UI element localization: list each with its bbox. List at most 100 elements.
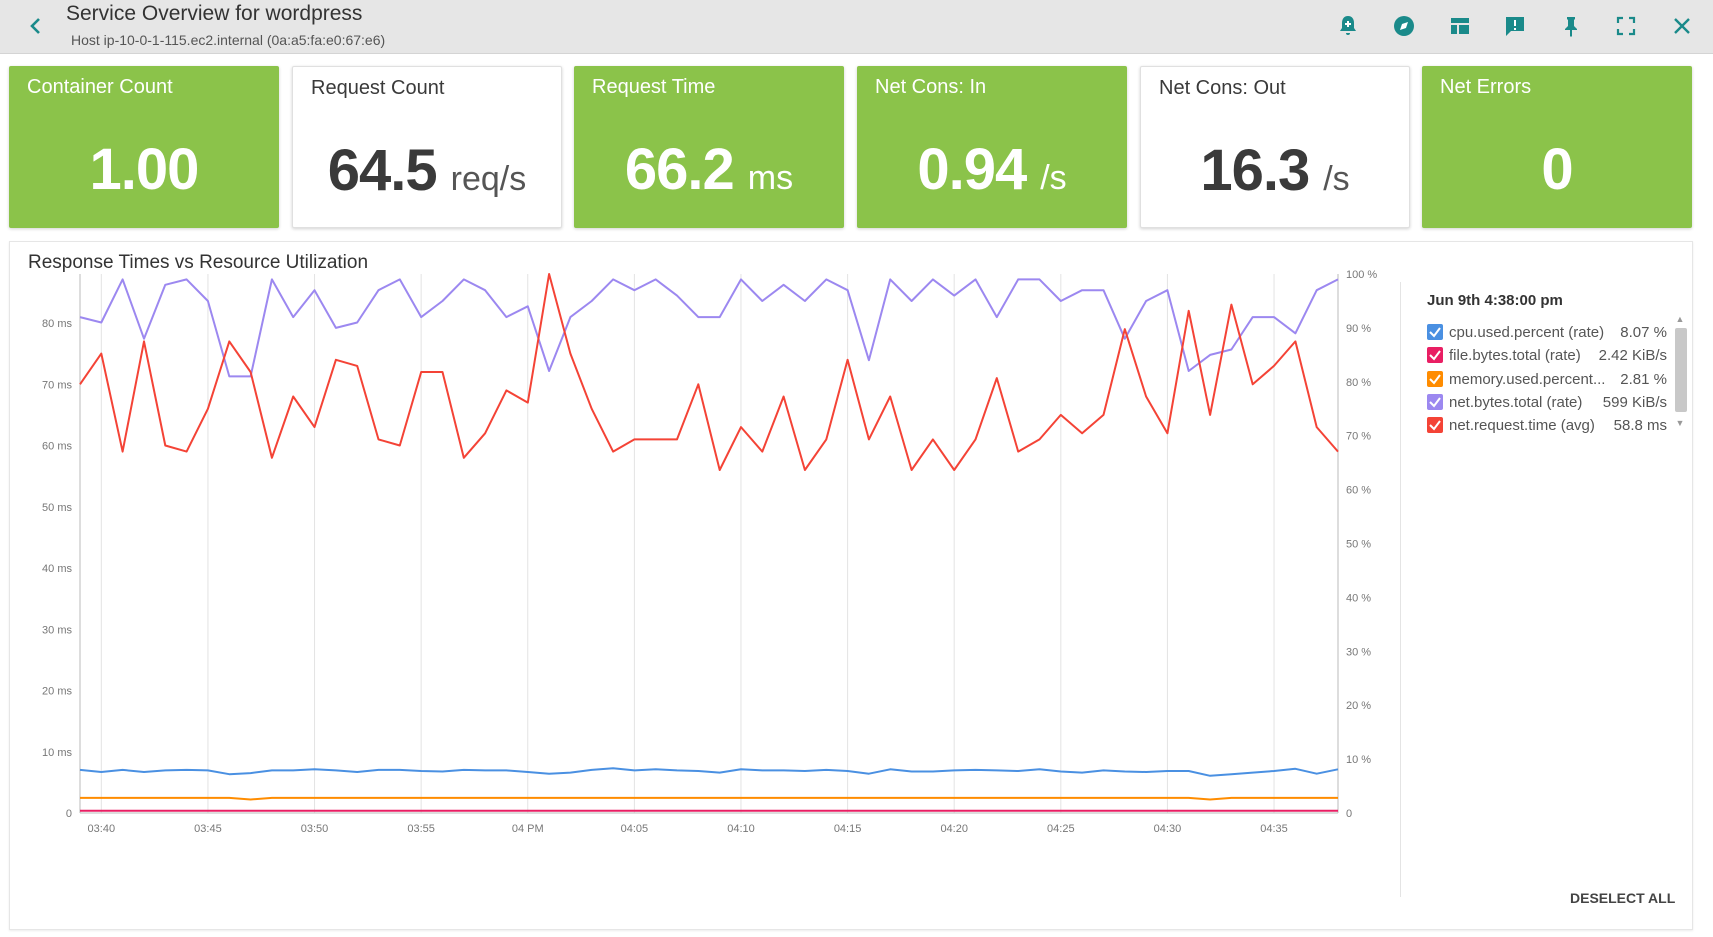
tile-label: Net Cons: In xyxy=(875,76,987,98)
tile-net-cons-in[interactable]: Net Cons: In 0.94/s xyxy=(857,66,1127,228)
tile-unit: /s xyxy=(1323,160,1350,198)
checkbox-icon[interactable] xyxy=(1427,324,1443,340)
x-tick-label: 04:35 xyxy=(1260,823,1288,835)
line-chart[interactable]: 03:40 03:45 03:50 03:55 04 PM 04:05 04:10 04:15… xyxy=(10,242,1410,931)
tile-value: 1.00 xyxy=(89,137,200,202)
tile-value: 66.2 xyxy=(624,137,735,202)
legend-item-request-time[interactable]: net.request.time (avg) 58.8 ms xyxy=(1427,415,1667,437)
x-tick-label: 04:05 xyxy=(621,823,649,835)
legend-series-value: 58.8 ms xyxy=(1613,417,1667,434)
legend-series-name: file.bytes.total (rate) xyxy=(1449,347,1581,364)
y-left-tick-label: 30 ms xyxy=(42,624,72,636)
y-left-tick-label: 10 ms xyxy=(42,747,72,759)
back-icon[interactable] xyxy=(24,14,48,38)
y-right-tick-label: 50 % xyxy=(1346,539,1371,551)
chart-panel: Response Times vs Resource Utilization 0… xyxy=(9,241,1693,930)
tile-value: 0 xyxy=(1541,137,1573,202)
legend-divider xyxy=(1400,282,1401,897)
y-right-tick-label: 70 % xyxy=(1346,431,1371,443)
dashboard-icon[interactable] xyxy=(1448,14,1472,38)
y-left-tick-label: 0 xyxy=(66,808,72,820)
legend-series-value: 599 KiB/s xyxy=(1602,394,1667,411)
x-tick-label: 04:10 xyxy=(727,823,755,835)
x-tick-label: 03:50 xyxy=(301,823,329,835)
tile-label: Container Count xyxy=(27,76,173,98)
y-left-tick-label: 20 ms xyxy=(42,686,72,698)
legend-series-value: 2.81 % xyxy=(1620,371,1667,388)
series-line-net-bytes-total-rate xyxy=(79,278,1339,378)
tile-unit: req/s xyxy=(450,160,527,198)
legend-series-name: net.bytes.total (rate) xyxy=(1449,394,1583,411)
explore-icon[interactable] xyxy=(1392,14,1416,38)
y-right-tick-label: 100 % xyxy=(1346,269,1377,281)
tile-value: 16.3 xyxy=(1200,138,1310,203)
y-right-tick-label: 10 % xyxy=(1346,754,1371,766)
x-tick-label: 03:40 xyxy=(88,823,116,835)
event-icon[interactable] xyxy=(1503,14,1527,38)
add-alert-icon[interactable] xyxy=(1336,14,1360,38)
tile-net-cons-out[interactable]: Net Cons: Out 16.3/s xyxy=(1140,66,1410,228)
y-right-tick-label: 20 % xyxy=(1346,700,1371,712)
pin-icon[interactable] xyxy=(1559,14,1583,38)
y-right-tick-label: 60 % xyxy=(1346,485,1371,497)
series-line-net-request-time-avg xyxy=(79,273,1339,471)
tile-net-errors[interactable]: Net Errors 0 xyxy=(1422,66,1692,228)
y-left-tick-label: 80 ms xyxy=(42,318,72,330)
x-tick-label: 04:20 xyxy=(940,823,968,835)
x-tick-label: 03:55 xyxy=(407,823,435,835)
legend-series-name: memory.used.percent... xyxy=(1449,371,1606,388)
chart-title: Response Times vs Resource Utilization xyxy=(28,252,369,273)
x-tick-label: 04:30 xyxy=(1154,823,1182,835)
y-left-tick-label: 70 ms xyxy=(42,379,72,391)
tile-unit: ms xyxy=(747,159,794,197)
scroll-thumb[interactable] xyxy=(1675,328,1687,412)
legend-scrollbar[interactable]: ▲ ▼ xyxy=(1673,314,1687,432)
x-tick-label: 04:15 xyxy=(834,823,862,835)
x-tick-label: 04 PM xyxy=(512,823,544,835)
checkbox-icon[interactable] xyxy=(1427,347,1443,363)
fullscreen-icon[interactable] xyxy=(1614,14,1638,38)
legend-item-memory[interactable]: memory.used.percent... 2.81 % xyxy=(1427,369,1667,391)
legend-series-value: 2.42 KiB/s xyxy=(1598,347,1667,364)
x-tick-label: 03:45 xyxy=(194,823,222,835)
y-right-tick-label: 0 xyxy=(1346,808,1352,820)
x-tick-label: 04:25 xyxy=(1047,823,1075,835)
tile-label: Net Errors xyxy=(1440,76,1532,98)
checkbox-icon[interactable] xyxy=(1427,417,1443,433)
legend-timestamp: Jun 9th 4:38:00 pm xyxy=(1427,292,1563,309)
tile-value: 64.5 xyxy=(327,138,438,203)
scroll-down-icon[interactable]: ▼ xyxy=(1675,418,1685,428)
tile-label: Request Count xyxy=(311,77,445,99)
chart-legend: Jun 9th 4:38:00 pm cpu.used.percent (rat… xyxy=(1419,284,1689,884)
tile-request-count[interactable]: Request Count 64.5 req/s xyxy=(292,66,562,228)
tile-request-time[interactable]: Request Time 66.2 ms xyxy=(574,66,844,228)
page-title: Service Overview for wordpress xyxy=(66,2,363,25)
tile-container-count[interactable]: Container Count 1.00 xyxy=(9,66,279,228)
y-right-tick-label: 30 % xyxy=(1346,646,1371,658)
legend-series-value: 8.07 % xyxy=(1620,324,1667,341)
tile-label: Net Cons: Out xyxy=(1159,77,1286,99)
legend-item-file[interactable]: file.bytes.total (rate) 2.42 KiB/s xyxy=(1427,345,1667,367)
y-left-tick-label: 60 ms xyxy=(42,441,72,453)
y-right-tick-label: 80 % xyxy=(1346,377,1371,389)
y-left-tick-label: 40 ms xyxy=(42,563,72,575)
legend-item-cpu[interactable]: cpu.used.percent (rate) 8.07 % xyxy=(1427,322,1667,344)
series-line-cpu-used-percent-rate xyxy=(79,767,1339,777)
tile-unit: /s xyxy=(1040,159,1067,197)
checkbox-icon[interactable] xyxy=(1427,394,1443,410)
legend-item-net-bytes[interactable]: net.bytes.total (rate) 599 KiB/s xyxy=(1427,392,1667,414)
close-icon[interactable] xyxy=(1670,14,1694,38)
tile-label: Request Time xyxy=(592,76,716,98)
series-line-memory-used-percent xyxy=(80,796,1338,801)
deselect-all-button[interactable]: DESELECT ALL xyxy=(1570,890,1676,906)
checkbox-icon[interactable] xyxy=(1427,371,1443,387)
y-left-tick-label: 50 ms xyxy=(42,502,72,514)
legend-series-name: cpu.used.percent (rate) xyxy=(1449,324,1605,341)
header-bar: Service Overview for wordpress Host ip-1… xyxy=(0,0,1713,54)
host-subtitle: Host ip-10-0-1-115.ec2.internal (0a:a5:f… xyxy=(71,32,386,48)
legend-series-name: net.request.time (avg) xyxy=(1449,417,1595,434)
tile-value: 0.94 xyxy=(917,137,1027,202)
scroll-up-icon[interactable]: ▲ xyxy=(1675,314,1685,324)
y-right-tick-label: 40 % xyxy=(1346,592,1371,604)
y-right-tick-label: 90 % xyxy=(1346,323,1371,335)
